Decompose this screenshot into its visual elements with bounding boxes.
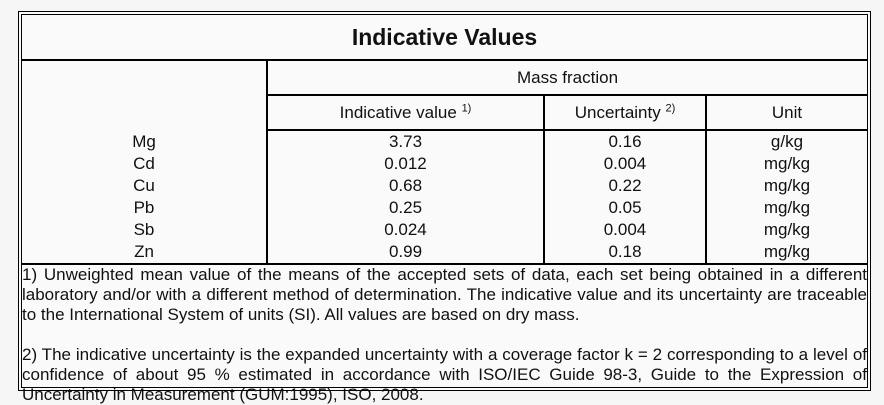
value-cell: 0.99 <box>267 241 545 264</box>
value-cell: 0.024 <box>267 219 545 241</box>
footnote-ref-1: 1) <box>461 101 472 114</box>
table-row-cu: Cu 0.68 0.22 mg/kg <box>22 175 867 197</box>
uncertainty-cell: 0.18 <box>544 241 707 264</box>
unit-cell: mg/kg <box>763 154 811 173</box>
table-row-zn: Zn 0.99 0.18 mg/kg <box>22 241 867 264</box>
table-row-sb: Sb 0.024 0.004 mg/kg <box>22 219 867 241</box>
column-header-uncertainty: Uncertainty 2) <box>544 95 707 131</box>
corner-empty-cell <box>22 60 268 130</box>
unit-cell: mg/kg <box>763 220 811 239</box>
value-cell: 0.68 <box>267 175 545 197</box>
element-cell: Cu <box>22 175 268 197</box>
unit-cell: g/kg <box>770 132 804 151</box>
element-cell: Pb <box>22 197 268 219</box>
element-cell: Zn <box>22 241 268 264</box>
footnote-1: 1) Unweighted mean value of the means of… <box>22 265 867 324</box>
table-row-pb: Pb 0.25 0.05 mg/kg <box>22 197 867 219</box>
column-header-row: Indicative value 1) Uncertainty 2) Unit <box>22 95 867 131</box>
uncertainty-cell: 0.004 <box>544 153 707 175</box>
column-header-unit: Unit <box>706 95 867 131</box>
element-cell: Cd <box>22 153 268 175</box>
footnotes-row: 1) Unweighted mean value of the means of… <box>22 263 867 405</box>
uncertainty-cell: 0.05 <box>544 197 707 219</box>
column-header-indicative-value: Indicative value 1) <box>267 95 545 131</box>
uncertainty-cell: 0.22 <box>544 175 707 197</box>
footnote-ref-2: 2) <box>665 101 676 114</box>
footnotes-block: 1) Unweighted mean value of the means of… <box>22 263 867 405</box>
footnote-2: 2) The indicative uncertainty is the exp… <box>22 345 867 404</box>
value-cell: 0.012 <box>267 153 545 175</box>
title-row: Indicative Values <box>22 15 867 61</box>
unit-cell: mg/kg <box>763 176 811 195</box>
element-cell: Mg <box>22 130 268 153</box>
uncertainty-cell: 0.16 <box>544 130 707 153</box>
page-title: Indicative Values <box>22 15 867 61</box>
uncertainty-label: Uncertainty <box>574 102 661 122</box>
value-cell: 0.25 <box>267 197 545 219</box>
element-cell: Sb <box>22 219 268 241</box>
group-header-mass-fraction: Mass fraction <box>267 60 867 96</box>
value-cell: 3.73 <box>267 130 545 153</box>
table-row-mg: Mg 3.73 0.16 g/kg <box>22 130 867 153</box>
group-header-row: Mass fraction <box>22 60 867 130</box>
uncertainty-cell: 0.004 <box>544 219 707 241</box>
unit-cell: mg/kg <box>763 242 811 261</box>
unit-cell: mg/kg <box>763 198 811 217</box>
indicative-values-table: Indicative Values Mass fraction Indicati… <box>18 11 871 405</box>
indicative-value-label: Indicative value <box>339 102 457 122</box>
table-row-cd: Cd 0.012 0.004 mg/kg <box>22 153 867 175</box>
